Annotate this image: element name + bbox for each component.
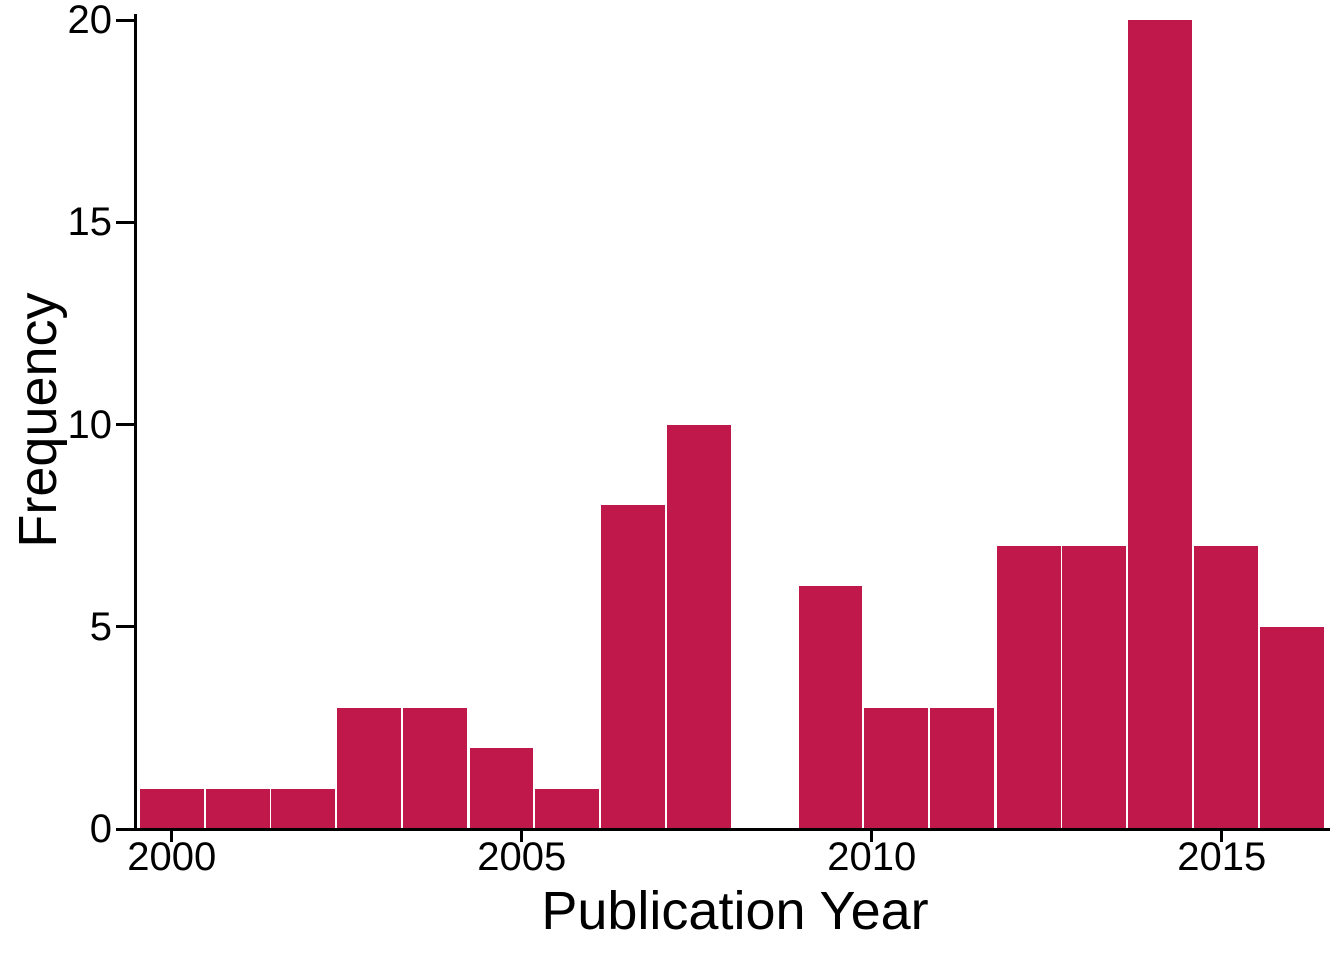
histogram-bar	[797, 586, 864, 829]
y-axis-title: Frequency	[8, 292, 68, 548]
histogram-bar	[534, 788, 601, 829]
y-tick-mark	[116, 220, 136, 224]
histogram-bar	[402, 707, 468, 829]
histogram-bar	[1193, 545, 1259, 829]
x-tick-mark	[520, 829, 524, 842]
x-tick-mark	[170, 829, 174, 842]
y-tick-label: 15	[67, 200, 113, 245]
y-tick-mark	[116, 827, 136, 831]
histogram-bar	[336, 707, 403, 829]
histogram-bar	[1127, 20, 1194, 829]
y-tick-label: 5	[89, 604, 112, 649]
y-tick-label: 20	[67, 0, 113, 42]
y-axis-line	[134, 14, 137, 831]
histogram-bar	[1258, 626, 1325, 829]
y-tick-label: 10	[67, 402, 113, 447]
histogram-bar	[929, 707, 996, 829]
x-tick-label: 2010	[827, 835, 917, 879]
histogram-bar	[138, 788, 205, 829]
x-tick-label: 2000	[127, 835, 217, 879]
x-tick-label: 2005	[477, 835, 567, 879]
x-tick-mark	[870, 829, 874, 842]
histogram-bar	[600, 505, 667, 829]
histogram-bar	[995, 545, 1062, 829]
y-tick-mark	[116, 18, 136, 22]
histogram-bar	[204, 788, 271, 829]
y-tick-mark	[116, 423, 136, 426]
histogram-bar	[863, 707, 930, 829]
histogram-bar	[665, 424, 732, 829]
x-tick-mark	[1220, 829, 1224, 842]
histogram-bar	[1061, 545, 1128, 829]
x-tick-label: 2015	[1177, 835, 1267, 879]
histogram-bar	[270, 788, 337, 829]
y-tick-mark	[116, 625, 136, 629]
y-tick-label: 0	[89, 807, 112, 851]
histogram-bar	[468, 748, 535, 829]
x-axis-line	[134, 828, 1330, 831]
x-axis-title: Publication Year	[541, 881, 929, 941]
